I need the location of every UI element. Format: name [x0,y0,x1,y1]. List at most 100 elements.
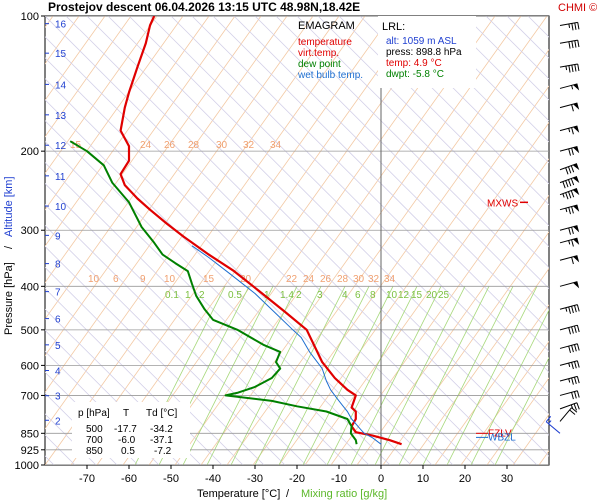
dry-adiabat [200,16,522,465]
wind-barb [559,39,580,49]
wind-barb-feather [571,392,574,400]
wind-barb [559,188,580,200]
wind-barb-feather [568,345,571,353]
dry-adiabat [226,16,548,465]
dry-adiabat [122,16,444,465]
y-tick-label: 200 [21,146,39,158]
wind-barb [559,237,580,247]
altitude-tick-label: 8 [55,260,61,271]
skew-line [191,16,549,373]
mixing-ratio-line [302,286,394,465]
skew-line [212,16,549,352]
wind-barb-flag [572,188,580,196]
altitude-tick-label: 14 [55,80,67,91]
skew-line [380,16,549,185]
mxws-label: MXWS [487,198,518,209]
wind-barb-half-feather [571,85,574,90]
wind-barb-flag [573,281,580,289]
wind-barb-flag [573,238,580,245]
x-tick-label: -70 [79,473,95,485]
x-tick-label: -50 [163,473,179,485]
y-axis-label-altitude: Altitude [km] [3,176,15,237]
wind-barb-feather [574,344,577,352]
altitude-tick-label: 2 [55,416,61,427]
wind-barbs [545,21,580,434]
wind-barb [545,416,561,434]
dry-adiabat [45,16,340,430]
skew-line [45,16,496,465]
skew-line [275,16,549,289]
skew-line [45,162,349,465]
wind-barb-feather [576,390,580,398]
chart-title: Prostejov descent 06.04.2026 13:15 UTC 4… [48,0,360,14]
table-row-t: -6.0 [118,435,136,446]
wind-barb-feather [571,239,574,247]
mixing-ratio-label-mid: 10 [164,274,176,285]
wind-barb-feather [568,41,571,49]
wind-barb-feather [568,207,571,215]
skew-line [317,16,549,248]
wind-barb-feather [570,190,575,198]
wind-barb-feather [565,167,569,175]
wind-barb-feather [571,127,574,135]
altitude-tick-label: 5 [55,341,61,352]
skew-line [0,16,12,465]
y-tick-label: 925 [21,445,39,457]
wind-barb-flag [573,146,580,154]
dry-adiabat [174,16,496,465]
x-tick-label: -30 [247,473,263,485]
wind-barb-feather [574,305,577,313]
wind-barb [559,175,580,189]
wind-barb-feather [574,40,577,48]
lrl-press: press: 898.8 hPa [386,47,462,58]
altitude-tick-label: 11 [55,172,66,183]
wind-barb-feather [576,325,580,333]
wind-barb-feather [571,226,574,235]
wind-barb-flag [573,205,580,212]
grid-layer [0,16,600,465]
mixing-ratio-label-mid: 9 [140,274,146,285]
mixing-ratio-line [182,286,274,465]
wbzl-label: WBZL [488,432,516,443]
dry-adiabat [278,85,549,465]
mixing-ratio-label-mid: 26 [320,274,332,285]
wind-barb-feather [571,23,574,31]
x-axis-label-mixing: Mixing ratio [g/kg] [301,488,387,500]
dry-adiabat [45,16,262,320]
wind-barb-half-feather [568,378,571,383]
wind-barb-feather [570,165,575,173]
skew-line [128,16,549,436]
wind-barb-feather [574,391,577,399]
dry-adiabat [70,16,392,465]
legend-item-virt-temp: virt.temp. [298,48,339,59]
mixing-ratio-label-upper: 34 [270,140,282,151]
wind-barb-half-feather [565,307,568,312]
x-axis-label: Temperature [°C] [197,488,280,500]
x-tick-label: -40 [205,473,221,485]
wind-barb-feather [568,148,571,156]
dry-adiabat [252,48,549,465]
dry-adiabat [148,16,470,465]
wind-barb-feather [574,22,577,30]
wind-barb-feather [568,65,571,73]
y-tick-label: 600 [21,360,39,372]
dry-adiabat [356,194,549,465]
mixing-ratio-line [374,286,466,465]
table-row-t: -17.7 [114,424,137,435]
legend-item-temperature: temperature [298,37,352,48]
skew-line [254,16,549,310]
legend: EMAGRAM temperature virt.temp. dew point… [297,20,363,81]
mixing-ratio-label-mid: 22 [286,274,298,285]
altitude-tick-label: 16 [55,20,67,31]
legend-item-wet-bulb: wet bulb temp. [297,70,363,81]
skew-line [45,120,391,465]
dry-adiabat [591,16,600,465]
wind-barb-feather [570,178,575,186]
y-tick-label: 400 [21,281,39,293]
mixing-ratio-label-upper: 28 [188,140,200,151]
wind-barb [559,360,580,370]
mixing-ratio-label-lower: 3 [317,290,323,301]
mixing-ratio-label-mid: 28 [337,274,349,285]
wind-barb-feather [574,376,577,385]
dry-adiabat [96,16,418,465]
